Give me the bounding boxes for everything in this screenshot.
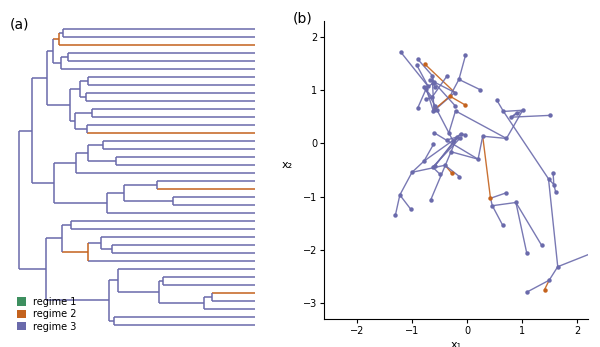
Text: (b): (b) [292,12,312,26]
X-axis label: x₁: x₁ [451,340,461,347]
Legend: regime 1, regime 2, regime 3: regime 1, regime 2, regime 3 [17,297,77,332]
Y-axis label: x₂: x₂ [281,160,293,170]
Text: (a): (a) [10,17,29,31]
